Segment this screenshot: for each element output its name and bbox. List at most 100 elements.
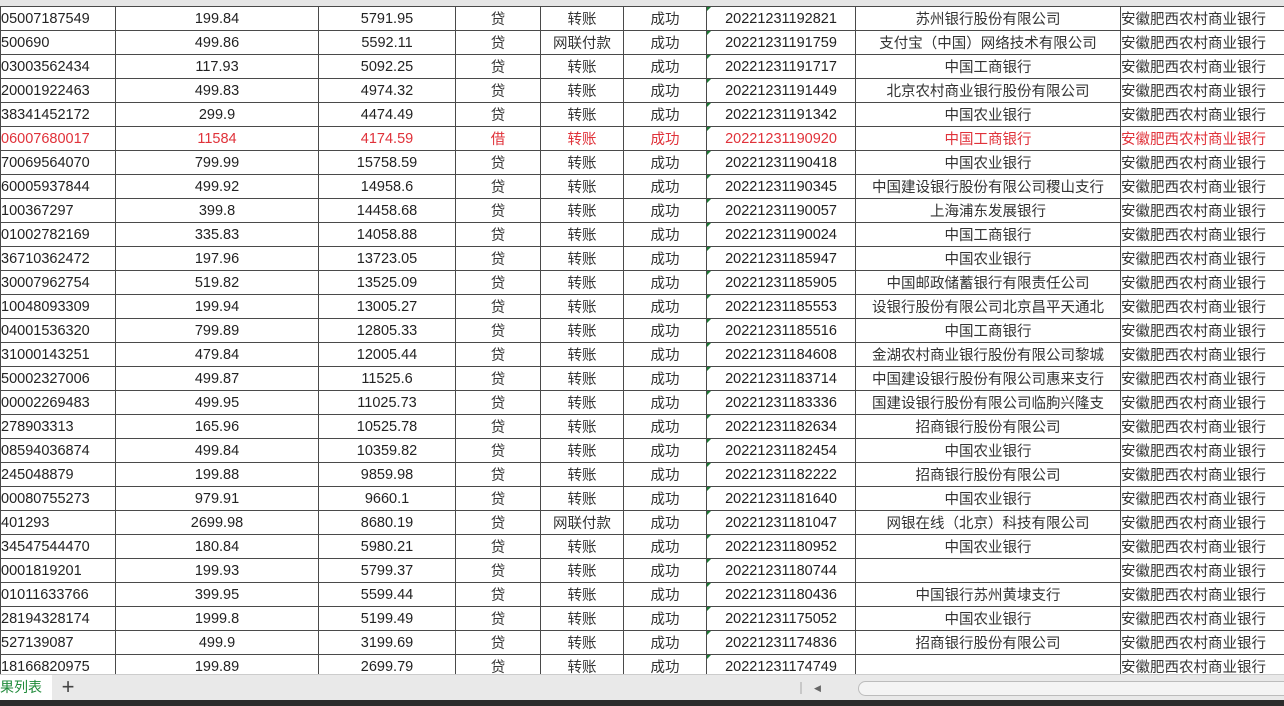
table-row[interactable]: 527139087 499.9 3199.69 贷转账 成功 20221231174836… bbox=[0, 630, 1284, 655]
timestamp-cell[interactable]: 20221231190418 bbox=[706, 150, 856, 175]
transaction-type-cell[interactable]: 转账 bbox=[540, 270, 624, 295]
debit-credit-cell[interactable]: 贷 bbox=[455, 54, 541, 79]
status-cell[interactable]: 成功 bbox=[623, 654, 707, 674]
status-cell[interactable]: 成功 bbox=[623, 150, 707, 175]
table-row[interactable]: 00002269483 499.95 11025.73 贷转账 成功 2022123118… bbox=[0, 390, 1284, 415]
transaction-type-cell[interactable]: 转账 bbox=[540, 390, 624, 415]
balance-cell[interactable]: 4974.32 bbox=[318, 78, 456, 103]
counterparty-cell[interactable]: 网银在线（北京）科技有限公司 bbox=[855, 510, 1121, 535]
counterparty-cell[interactable]: 招商银行股份有限公司 bbox=[855, 630, 1121, 655]
amount-cell[interactable]: 199.94 bbox=[115, 294, 319, 319]
account-cell[interactable]: 38341452172 bbox=[0, 102, 116, 127]
counterparty-cell[interactable]: 中国工商银行 bbox=[855, 222, 1121, 247]
amount-cell[interactable]: 117.93 bbox=[115, 54, 319, 79]
timestamp-cell[interactable]: 20221231191342 bbox=[706, 102, 856, 127]
status-cell[interactable]: 成功 bbox=[623, 438, 707, 463]
timestamp-cell[interactable]: 20221231185947 bbox=[706, 246, 856, 271]
bank-cell[interactable]: 安徽肥西农村商业银行 bbox=[1120, 222, 1284, 247]
counterparty-cell[interactable]: 国建设银行股份有限公司临朐兴隆支 bbox=[855, 390, 1121, 415]
amount-cell[interactable]: 11584 bbox=[115, 126, 319, 151]
amount-cell[interactable]: 299.9 bbox=[115, 102, 319, 127]
status-cell[interactable]: 成功 bbox=[623, 558, 707, 583]
table-row[interactable]: 38341452172 299.9 4474.49 贷转账 成功 202212311913… bbox=[0, 102, 1284, 127]
amount-cell[interactable]: 1999.8 bbox=[115, 606, 319, 631]
balance-cell[interactable]: 12805.33 bbox=[318, 318, 456, 343]
timestamp-cell[interactable]: 20221231191717 bbox=[706, 54, 856, 79]
debit-credit-cell[interactable]: 贷 bbox=[455, 150, 541, 175]
status-cell[interactable]: 成功 bbox=[623, 630, 707, 655]
timestamp-cell[interactable]: 20221231181640 bbox=[706, 486, 856, 511]
bank-cell[interactable]: 安徽肥西农村商业银行 bbox=[1120, 510, 1284, 535]
table-row[interactable]: 01002782169 335.83 14058.88 贷转账 成功 2022123119… bbox=[0, 222, 1284, 247]
debit-credit-cell[interactable]: 贷 bbox=[455, 630, 541, 655]
bank-cell[interactable]: 安徽肥西农村商业银行 bbox=[1120, 654, 1284, 674]
timestamp-cell[interactable]: 20221231185516 bbox=[706, 318, 856, 343]
counterparty-cell[interactable]: 中国工商银行 bbox=[855, 54, 1121, 79]
timestamp-cell[interactable]: 20221231182454 bbox=[706, 438, 856, 463]
splitter-handle[interactable] bbox=[800, 682, 802, 694]
balance-cell[interactable]: 10525.78 bbox=[318, 414, 456, 439]
debit-credit-cell[interactable]: 贷 bbox=[455, 102, 541, 127]
transaction-type-cell[interactable]: 转账 bbox=[540, 414, 624, 439]
transaction-type-cell[interactable]: 转账 bbox=[540, 366, 624, 391]
status-cell[interactable]: 成功 bbox=[623, 78, 707, 103]
status-cell[interactable]: 成功 bbox=[623, 462, 707, 487]
amount-cell[interactable]: 499.9 bbox=[115, 630, 319, 655]
status-cell[interactable]: 成功 bbox=[623, 222, 707, 247]
table-row[interactable]: 03003562434 117.93 5092.25 贷转账 成功 20221231191… bbox=[0, 54, 1284, 79]
balance-cell[interactable]: 13005.27 bbox=[318, 294, 456, 319]
transaction-type-cell[interactable]: 转账 bbox=[540, 654, 624, 674]
timestamp-cell[interactable]: 20221231190057 bbox=[706, 198, 856, 223]
balance-cell[interactable]: 13525.09 bbox=[318, 270, 456, 295]
amount-cell[interactable]: 499.95 bbox=[115, 390, 319, 415]
counterparty-cell[interactable]: 中国农业银行 bbox=[855, 102, 1121, 127]
bank-cell[interactable]: 安徽肥西农村商业银行 bbox=[1120, 582, 1284, 607]
transaction-type-cell[interactable]: 转账 bbox=[540, 102, 624, 127]
account-cell[interactable]: 00080755273 bbox=[0, 486, 116, 511]
bank-cell[interactable]: 安徽肥西农村商业银行 bbox=[1120, 342, 1284, 367]
status-cell[interactable]: 成功 bbox=[623, 534, 707, 559]
bank-cell[interactable]: 安徽肥西农村商业银行 bbox=[1120, 102, 1284, 127]
bank-cell[interactable]: 安徽肥西农村商业银行 bbox=[1120, 126, 1284, 151]
transaction-type-cell[interactable]: 转账 bbox=[540, 54, 624, 79]
bank-cell[interactable]: 安徽肥西农村商业银行 bbox=[1120, 54, 1284, 79]
amount-cell[interactable]: 499.83 bbox=[115, 78, 319, 103]
account-cell[interactable]: 401293 bbox=[0, 510, 116, 535]
timestamp-cell[interactable]: 20221231185553 bbox=[706, 294, 856, 319]
timestamp-cell[interactable]: 20221231175052 bbox=[706, 606, 856, 631]
counterparty-cell[interactable]: 中国银行苏州黄埭支行 bbox=[855, 582, 1121, 607]
status-cell[interactable]: 成功 bbox=[623, 606, 707, 631]
balance-cell[interactable]: 9660.1 bbox=[318, 486, 456, 511]
balance-cell[interactable]: 5980.21 bbox=[318, 534, 456, 559]
counterparty-cell[interactable]: 中国农业银行 bbox=[855, 486, 1121, 511]
account-cell[interactable]: 03003562434 bbox=[0, 54, 116, 79]
debit-credit-cell[interactable]: 贷 bbox=[455, 6, 541, 31]
bank-cell[interactable]: 安徽肥西农村商业银行 bbox=[1120, 246, 1284, 271]
status-cell[interactable]: 成功 bbox=[623, 486, 707, 511]
debit-credit-cell[interactable]: 借 bbox=[455, 126, 541, 151]
balance-cell[interactable]: 9859.98 bbox=[318, 462, 456, 487]
counterparty-cell[interactable]: 中国邮政储蓄银行有限责任公司 bbox=[855, 270, 1121, 295]
table-row[interactable]: 278903313 165.96 10525.78 贷转账 成功 202212311826… bbox=[0, 414, 1284, 439]
bank-cell[interactable]: 安徽肥西农村商业银行 bbox=[1120, 270, 1284, 295]
debit-credit-cell[interactable]: 贷 bbox=[455, 654, 541, 674]
debit-credit-cell[interactable]: 贷 bbox=[455, 462, 541, 487]
counterparty-cell[interactable]: 招商银行股份有限公司 bbox=[855, 414, 1121, 439]
transaction-type-cell[interactable]: 转账 bbox=[540, 558, 624, 583]
timestamp-cell[interactable]: 20221231183714 bbox=[706, 366, 856, 391]
status-cell[interactable]: 成功 bbox=[623, 198, 707, 223]
bank-cell[interactable]: 安徽肥西农村商业银行 bbox=[1120, 366, 1284, 391]
bank-cell[interactable]: 安徽肥西农村商业银行 bbox=[1120, 462, 1284, 487]
debit-credit-cell[interactable]: 贷 bbox=[455, 294, 541, 319]
status-cell[interactable]: 成功 bbox=[623, 30, 707, 55]
counterparty-cell[interactable]: 北京农村商业银行股份有限公司 bbox=[855, 78, 1121, 103]
amount-cell[interactable]: 499.87 bbox=[115, 366, 319, 391]
debit-credit-cell[interactable]: 贷 bbox=[455, 606, 541, 631]
table-row[interactable]: 31000143251 479.84 12005.44 贷转账 成功 2022123118… bbox=[0, 342, 1284, 367]
debit-credit-cell[interactable]: 贷 bbox=[455, 30, 541, 55]
bank-cell[interactable]: 安徽肥西农村商业银行 bbox=[1120, 78, 1284, 103]
balance-cell[interactable]: 8680.19 bbox=[318, 510, 456, 535]
debit-credit-cell[interactable]: 贷 bbox=[455, 438, 541, 463]
counterparty-cell[interactable]: 金湖农村商业银行股份有限公司黎城 bbox=[855, 342, 1121, 367]
bank-cell[interactable]: 安徽肥西农村商业银行 bbox=[1120, 6, 1284, 31]
